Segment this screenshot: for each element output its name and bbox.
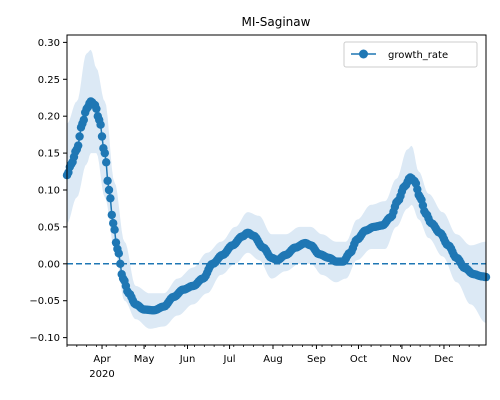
x-tick-label: Aug [263,354,283,365]
x-tick-label: Dec [434,354,453,365]
legend-entry-growth-rate: growth_rate [388,50,448,61]
x-tick-label: Sep [307,354,326,365]
y-tick-label: −0.05 [29,296,60,307]
legend-marker-swatch [359,49,368,59]
y-tick-label: 0.25 [38,75,60,86]
growth-rate-point [109,219,118,228]
growth-rate-point [110,225,119,234]
growth-rate-point [92,104,101,114]
y-tick-label: 0.05 [38,222,60,233]
legend-frame [343,41,478,68]
growth-rate-point [74,141,83,150]
growth-rate-point [116,259,125,268]
x-tick-label: May [134,354,155,365]
x-tick-label: Oct [350,354,367,365]
chart-title: MI-Saginaw [242,15,311,29]
growth-rate-point [97,132,107,141]
axes: −0.10 −0.05 0.00 0.05 0.10 0.15 0.20 0.25 0.30 Ap… [29,34,487,380]
plot-area [62,49,491,329]
growth-rate-point [100,148,110,158]
growth-rate-point [104,185,114,195]
growth-rate-point [114,249,124,258]
y-tick-label: 0.00 [38,259,60,270]
y-tick-label: −0.10 [29,333,60,344]
growth-rate-point [79,115,89,125]
x-tick-label: Apr [93,354,111,365]
growth-rate-point [107,210,117,220]
growth-rate-point [75,132,84,141]
y-tick-label: 0.15 [38,149,60,160]
growth-rate-point [111,238,121,247]
legend: growth_rate [343,41,478,68]
growth-rate-point [106,194,115,203]
growth-rate-point [102,158,111,167]
x-tick-label: Jun [179,354,196,365]
y-tick-label: 0.10 [38,186,60,197]
growth-rate-point [103,176,112,185]
x-tick-label: Jul [223,354,236,365]
x-tick-year-label: 2020 [89,369,114,380]
growth-rate-point [96,120,105,129]
y-tick-label: 0.30 [38,38,60,49]
growth-rate-markers [62,97,491,315]
x-tick-label: Nov [392,354,412,365]
y-tick-label: 0.20 [38,112,60,123]
